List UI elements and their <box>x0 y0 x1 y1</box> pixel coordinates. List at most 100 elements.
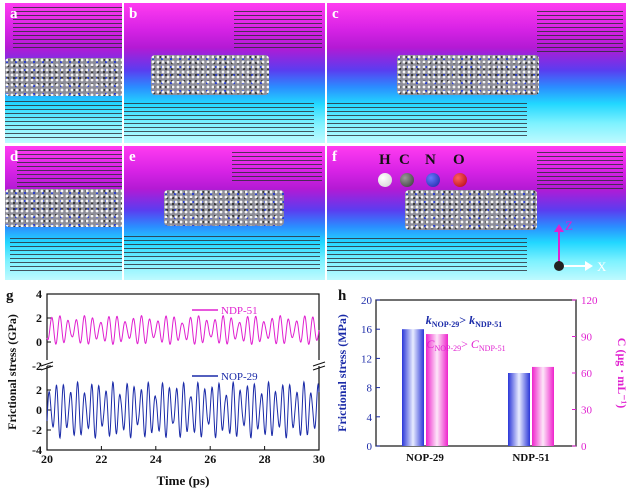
right-y-tick-label: 60 <box>581 368 593 380</box>
bar-frictional-stress-nop-29 <box>402 329 424 446</box>
x-axis-label: X <box>597 259 607 274</box>
fluid-film <box>405 190 537 230</box>
right-y-tick-label: 0 <box>581 441 587 453</box>
y-tick-label-upper: 0 <box>36 335 42 349</box>
annotation-c-rel: > <box>461 337 471 351</box>
left-y-tick-label: 8 <box>367 383 373 395</box>
z-axis-arrowhead <box>554 224 564 232</box>
panel-label-g: g <box>6 288 14 304</box>
fluid-film <box>5 58 122 96</box>
hydrogen-atom-icon <box>378 173 392 187</box>
right-y-tick-label: 30 <box>581 405 593 417</box>
fluid-film <box>164 190 284 226</box>
oxygen-atom-icon <box>453 173 467 187</box>
bar-concentration-nop-29 <box>426 334 448 446</box>
atom-legend-n-label: N <box>425 152 436 168</box>
top-crystal-slab <box>13 7 122 49</box>
panel-label: d <box>10 149 19 165</box>
legend-label-ndp-51: NDP-51 <box>221 305 258 317</box>
carbon-atom-icon <box>400 173 414 187</box>
top-crystal-slab <box>537 11 623 55</box>
panel-label-h: h <box>338 288 347 304</box>
annotation-k-rel: > <box>459 313 469 327</box>
bottom-crystal-slab <box>327 103 527 139</box>
nitrogen-atom-icon <box>426 173 440 187</box>
atom-legend-o-label: O <box>453 152 465 168</box>
panel-e: e <box>124 146 325 280</box>
panel-label: a <box>10 6 18 22</box>
annotation-k-sub-a: NOP-29 <box>432 320 460 329</box>
annotation-c-sub-b: NDP-51 <box>479 344 506 353</box>
bar-concentration-ndp-51 <box>532 366 554 446</box>
annotation-k-symbol: k <box>426 313 432 327</box>
panel-b: b <box>124 3 325 143</box>
plot-frame <box>46 293 320 451</box>
bottom-crystal-slab <box>124 236 320 272</box>
coordinate-axes: Z X <box>554 218 607 274</box>
panel-label: e <box>129 149 136 165</box>
axis-break-left <box>40 360 54 371</box>
y-tick-label-lower: -2 <box>32 423 42 437</box>
panel-f: f H C N O Z X <box>327 146 626 280</box>
atom-legend-c-label: C <box>399 152 410 168</box>
left-y-tick-label: 20 <box>361 295 373 307</box>
x-tick-label: 24 <box>150 452 162 466</box>
y-tick-label-lower: 2 <box>36 383 42 397</box>
left-y-tick-label: 4 <box>367 412 373 424</box>
bottom-crystal-slab <box>5 101 122 139</box>
left-y-tick-label: 12 <box>361 353 372 365</box>
x-tick-label: 26 <box>204 452 216 466</box>
y-tick-label-upper: -2 <box>32 359 42 373</box>
panel-label: b <box>129 6 138 22</box>
x-tick-label: 28 <box>259 452 271 466</box>
bar-frictional-stress-ndp-51 <box>508 373 530 446</box>
y-axis-title-left: Frictional stress (MPa) <box>335 314 349 432</box>
y-tick-label-upper: 4 <box>36 287 42 301</box>
top-crystal-slab <box>234 11 322 49</box>
y-axis-title-right: C (μg · mL⁻¹) <box>615 338 629 408</box>
annotation-c-sub-a: NOP-29 <box>434 344 461 353</box>
panel-c: c <box>327 3 626 143</box>
fluid-film <box>397 55 539 95</box>
y-tick-label-lower: 0 <box>36 403 42 417</box>
top-crystal-slab <box>232 152 322 184</box>
category-label: NDP-51 <box>512 452 549 464</box>
y-tick-label-upper: 2 <box>36 311 42 325</box>
panel-label: f <box>332 149 337 165</box>
x-axis-title: Time (ps) <box>157 473 210 488</box>
y-tick-label-lower: -4 <box>32 443 42 457</box>
series-line-nop-29 <box>46 380 320 440</box>
bottom-crystal-slab <box>327 238 527 274</box>
annotation-c-symbol: C <box>426 337 435 351</box>
annotation-k-sub-b: NDP-51 <box>475 320 502 329</box>
panel-label: c <box>332 6 339 22</box>
z-axis-label: Z <box>565 218 573 233</box>
panel-a: a <box>5 3 122 143</box>
atom-legend-h-label: H <box>379 152 391 168</box>
panel-d: d <box>5 146 122 280</box>
left-y-tick-label: 16 <box>361 324 373 336</box>
bottom-crystal-slab <box>124 103 314 139</box>
top-crystal-slab <box>537 152 623 192</box>
bottom-crystal-slab <box>10 238 122 274</box>
right-y-tick-label: 120 <box>581 295 598 307</box>
origin-atom <box>554 261 564 271</box>
legend-label-nop-29: NOP-29 <box>221 371 258 383</box>
series-line-ndp-51 <box>46 314 320 346</box>
right-y-tick-label: 90 <box>581 332 593 344</box>
x-tick-label: 30 <box>313 452 325 466</box>
y-axis-title: Frictional stress (GPa) <box>5 314 19 430</box>
fluid-film <box>151 55 269 95</box>
top-crystal-slab <box>17 150 122 188</box>
category-label: NOP-29 <box>406 452 444 464</box>
x-tick-label: 20 <box>41 452 53 466</box>
x-tick-label: 22 <box>95 452 107 466</box>
annotation-k: kNOP-29> kNDP-51 <box>426 313 503 329</box>
fluid-film <box>5 189 122 227</box>
annotation-c: CNOP-29> CNDP-51 <box>426 337 505 353</box>
left-y-tick-label: 0 <box>367 441 373 453</box>
x-axis-arrowhead <box>585 261 593 271</box>
annotation-c-symbol-2: C <box>471 337 480 351</box>
